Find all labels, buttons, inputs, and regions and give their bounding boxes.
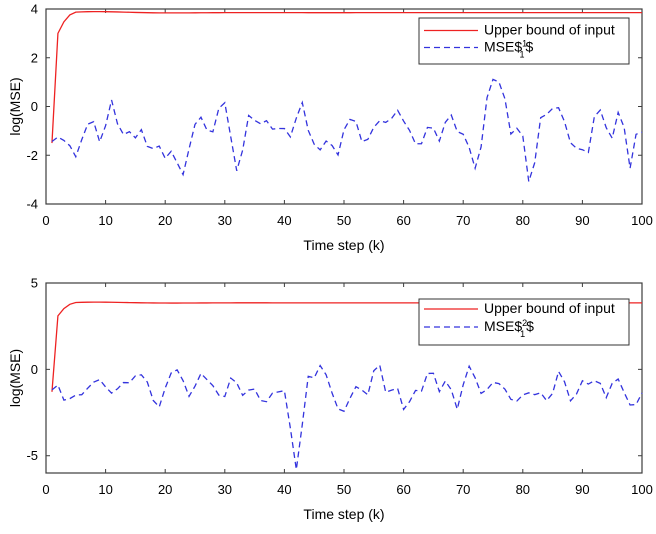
svg-text:30: 30 <box>218 482 232 497</box>
svg-text:60: 60 <box>396 482 410 497</box>
svg-text:2: 2 <box>31 50 38 65</box>
svg-text:20: 20 <box>158 482 172 497</box>
svg-text:60: 60 <box>396 213 410 228</box>
svg-text:0: 0 <box>42 482 49 497</box>
svg-text:90: 90 <box>575 213 589 228</box>
svg-text:10: 10 <box>98 213 112 228</box>
svg-text:0: 0 <box>31 99 38 114</box>
svg-text:20: 20 <box>158 213 172 228</box>
svg-text:log(MSE): log(MSE) <box>7 349 23 407</box>
svg-text:-4: -4 <box>26 197 38 212</box>
svg-text:30: 30 <box>218 213 232 228</box>
svg-text:80: 80 <box>516 482 530 497</box>
svg-text:50: 50 <box>337 482 351 497</box>
svg-text:4: 4 <box>31 2 38 17</box>
svg-text:Time step (k): Time step (k) <box>303 506 384 522</box>
svg-text:80: 80 <box>516 213 530 228</box>
svg-text:-5: -5 <box>26 448 38 463</box>
svg-text:Time step (k): Time step (k) <box>303 237 384 253</box>
svg-text:40: 40 <box>277 482 291 497</box>
svg-text:0: 0 <box>42 213 49 228</box>
svg-text:70: 70 <box>456 482 470 497</box>
svg-text:5: 5 <box>31 276 38 291</box>
svg-text:90: 90 <box>575 482 589 497</box>
svg-text:100: 100 <box>631 213 653 228</box>
svg-text:50: 50 <box>337 213 351 228</box>
svg-text:40: 40 <box>277 213 291 228</box>
svg-text:Upper bound of input: Upper bound of input <box>484 22 615 38</box>
svg-text:log(MSE): log(MSE) <box>7 77 23 135</box>
svg-text:100: 100 <box>631 482 653 497</box>
svg-text:70: 70 <box>456 213 470 228</box>
svg-text:Upper bound of input: Upper bound of input <box>484 300 615 316</box>
svg-text:0: 0 <box>31 362 38 377</box>
svg-text:-2: -2 <box>26 148 38 163</box>
svg-text:10: 10 <box>98 482 112 497</box>
